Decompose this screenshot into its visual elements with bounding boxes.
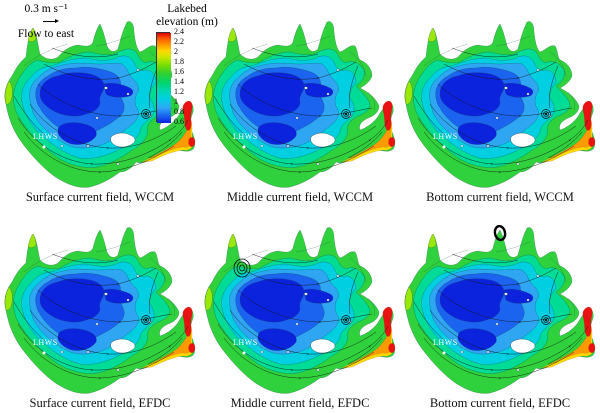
legend-tick: 0.6 (174, 116, 184, 126)
station-label: LHWS (433, 132, 458, 141)
scale-annotation: 0.3 m s⁻¹ Flow to east (8, 3, 84, 41)
flow-label: Flow to east (17, 28, 75, 41)
panel-bottom-wccm: LHWS Bottom current field, WCCM (400, 0, 600, 206)
gyre-swirl-icon (233, 258, 251, 278)
lake-map-svg (200, 0, 400, 192)
scale-value: 0.3 m s⁻¹ (24, 3, 68, 15)
flow-direction-arrow-icon (42, 19, 59, 23)
station-label: LHWS (433, 338, 458, 347)
lake-map-svg (400, 0, 600, 192)
lake-map-svg (0, 206, 200, 398)
panel-caption: Bottom current field, WCCM (426, 190, 574, 204)
station-label: LHWS (33, 338, 58, 347)
station-label: LHWS (233, 338, 258, 347)
panel-caption: Middle current field, EFDC (230, 396, 370, 410)
station-label: LHWS (233, 132, 258, 141)
legend-tick: 0.8 (174, 106, 184, 116)
legend-tick: 1.6 (174, 66, 184, 76)
panel-caption: Surface current field, EFDC (29, 396, 171, 410)
panel-caption: Surface current field, WCCM (25, 190, 175, 204)
panel-caption: Bottom current field, EFDC (429, 396, 571, 410)
legend-tick: 1.4 (174, 76, 184, 86)
colorbar (156, 31, 171, 123)
legend-lakebed-elevation: Lakebed elevation (m) 2.4 2.2 2 1.8 1.6 … (148, 3, 226, 127)
panel-caption: Middle current field, WCCM (226, 190, 374, 204)
panel-middle-wccm: LHWS Middle current field, WCCM (200, 0, 400, 206)
lake-map-svg (400, 224, 600, 398)
panel-middle-efdc: LHWS Middle current field, EFDC (200, 206, 400, 412)
legend-tick: 1 (174, 96, 178, 106)
lake-map-svg (200, 206, 400, 398)
panel-surface-efdc: LHWS Surface current field, EFDC (0, 206, 200, 412)
colorbar-ticks: 2.4 2.2 2 1.8 1.6 1.4 1.2 1 0.8 0.6 (174, 27, 184, 127)
panel-surface-wccm: LHWS Surface current field, WCCM (0, 0, 200, 206)
legend-tick: 2 (174, 46, 178, 56)
legend-tick: 2.4 (174, 26, 184, 36)
legend-tick: 1.2 (174, 86, 184, 96)
legend-tick: 2.2 (174, 36, 184, 46)
panel-bottom-efdc: LHWS Bottom current field, EFDC (400, 206, 600, 412)
legend-tick: 1.8 (174, 56, 184, 66)
gyre-ring-icon (493, 224, 507, 242)
legend-title: Lakebed elevation (m) (156, 3, 218, 28)
station-label: LHWS (33, 132, 58, 141)
